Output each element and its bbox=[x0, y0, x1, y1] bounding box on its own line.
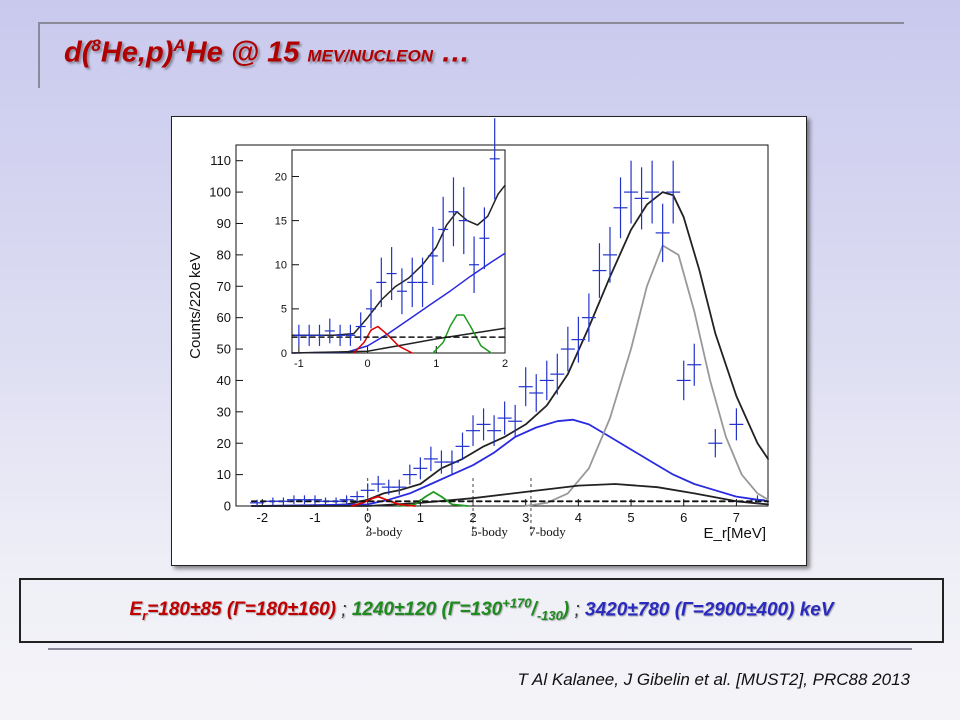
results-line: Er=180±85 (Γ=180±160) ; 1240±120 (Γ=130+… bbox=[21, 596, 942, 623]
inset-y-tick-label: 10 bbox=[275, 260, 287, 272]
main-curve-green-peak bbox=[398, 491, 469, 507]
main-y-tick-label: 50 bbox=[217, 342, 231, 357]
main-y-tick-label: 100 bbox=[209, 185, 231, 200]
citation-rule bbox=[48, 648, 912, 650]
main-x-tick-label: 7 bbox=[733, 510, 740, 525]
main-curve-blue-broad bbox=[250, 418, 769, 507]
result-first-state: Er=180±85 (Γ=180±160) bbox=[129, 599, 337, 624]
result-separator: ; bbox=[569, 599, 586, 621]
spectrum-chart: -2 -1 0 1 2 3 4 5 6 701020304050607080901001103-b… bbox=[187, 118, 769, 542]
main-curve-gray-peak bbox=[524, 244, 769, 507]
title-rule-top bbox=[38, 22, 904, 24]
main-y-tick-label: 10 bbox=[217, 467, 231, 482]
main-x-tick-label: 6 bbox=[680, 510, 687, 525]
main-y-tick-label: 90 bbox=[217, 216, 231, 231]
title-rule-left bbox=[38, 22, 40, 88]
slide-title: d(8He,p)AHe @ 15 MEV/NUCLEON … bbox=[64, 36, 471, 69]
inset-x-tick-label: 0 bbox=[365, 358, 371, 370]
main-y-tick-label: 60 bbox=[217, 310, 231, 325]
main-y-tick-label: 80 bbox=[217, 247, 231, 262]
result-third-state: 3420±780 (Γ=2900±400) keV bbox=[585, 599, 834, 621]
figure-frame: -2 -1 0 1 2 3 4 5 6 7 0 10 20 30 40 50 60 70 80 90 100 110 3-b… bbox=[171, 116, 807, 566]
inset-axes-frame bbox=[291, 149, 506, 354]
main-y-tick-label: 0 bbox=[224, 499, 231, 514]
main-y-tick-label: 70 bbox=[217, 279, 231, 294]
results-box: Er=180±85 (Γ=180±160) ; 1240±120 (Γ=130+… bbox=[19, 578, 944, 643]
inset-curve-green-peak bbox=[432, 314, 493, 354]
inset-y-tick-label: 20 bbox=[275, 171, 287, 183]
main-x-axis-title: E_r[MeV] bbox=[703, 525, 766, 542]
main-curve-black-low bbox=[250, 483, 769, 507]
main-y-tick-label: 110 bbox=[210, 153, 231, 168]
main-y-axis-title: Counts/220 keV bbox=[187, 252, 204, 359]
main-x-tick-label: 5 bbox=[627, 510, 634, 525]
main-y-tick-label: 30 bbox=[217, 404, 231, 419]
result-second-state: 1240±120 (Γ=130+170/-130) bbox=[351, 596, 570, 624]
main-x-tick-label: -1 bbox=[309, 510, 321, 525]
main-x-tick-label: -2 bbox=[257, 510, 269, 525]
main-plot: -2 -1 0 1 2 3 4 5 6 701020304050607080901001103-b… bbox=[187, 144, 769, 542]
main-y-tick-label: 40 bbox=[217, 373, 231, 388]
main-curve-red-peak bbox=[351, 495, 416, 507]
threshold-label: 3-body bbox=[366, 524, 403, 539]
main-x-tick-label: 0 bbox=[364, 510, 371, 525]
threshold-label: 7-body bbox=[529, 524, 566, 539]
main-x-tick-label: 4 bbox=[575, 510, 582, 525]
inset-y-tick-label: 0 bbox=[281, 348, 287, 360]
main-axes-frame bbox=[235, 144, 769, 507]
inset-x-tick-label: -1 bbox=[294, 358, 304, 370]
main-x-tick-label: 1 bbox=[417, 510, 424, 525]
inset-curve-red-peak bbox=[353, 325, 413, 354]
inset-y-tick-label: 15 bbox=[275, 215, 287, 227]
citation: T Al Kalanee, J Gibelin et al. [MUST2], … bbox=[517, 670, 910, 689]
result-separator: ; bbox=[336, 599, 352, 621]
main-y-tick-label: 20 bbox=[217, 436, 231, 451]
threshold-label: 5-body bbox=[471, 524, 508, 539]
main-x-tick-label: 2 bbox=[469, 510, 476, 525]
main-x-tick-label: 3 bbox=[522, 510, 529, 525]
inset-x-tick-label: 1 bbox=[433, 358, 439, 370]
inset-x-tick-label: 2 bbox=[502, 358, 508, 370]
inset-y-tick-label: 5 bbox=[281, 304, 287, 316]
